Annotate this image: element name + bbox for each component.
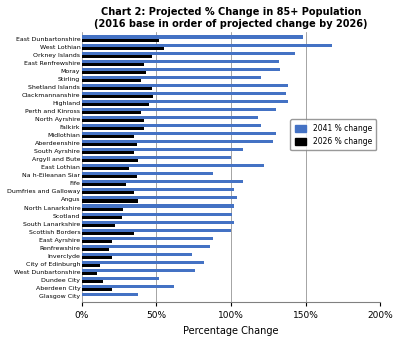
Bar	[82, 140, 273, 143]
Bar	[82, 224, 114, 227]
Bar	[82, 215, 122, 218]
Bar	[82, 68, 280, 71]
Legend: 2041 % change, 2026 % change: 2041 % change, 2026 % change	[290, 119, 376, 150]
Bar	[82, 111, 142, 114]
Bar	[82, 256, 112, 259]
Bar	[82, 63, 144, 66]
Bar	[82, 38, 159, 42]
Bar	[82, 180, 243, 184]
Bar	[82, 164, 264, 167]
Bar	[82, 188, 234, 191]
Bar	[82, 44, 332, 47]
Bar	[82, 55, 152, 58]
Bar	[82, 148, 243, 151]
Bar	[82, 47, 164, 50]
Bar	[82, 35, 302, 38]
Bar	[82, 100, 288, 103]
Bar	[82, 248, 108, 251]
Bar	[82, 127, 144, 130]
Bar	[82, 116, 258, 119]
Bar	[82, 79, 142, 82]
Bar	[82, 213, 232, 215]
Bar	[82, 191, 134, 194]
Bar	[82, 237, 213, 240]
Bar	[82, 264, 100, 267]
Bar	[82, 285, 174, 288]
Bar	[82, 172, 213, 175]
Bar	[82, 272, 97, 275]
Bar	[82, 51, 295, 55]
Bar	[82, 60, 279, 63]
Bar	[82, 228, 231, 232]
Bar	[82, 240, 112, 243]
Bar	[82, 232, 134, 235]
Bar	[82, 135, 134, 138]
Bar	[82, 119, 144, 122]
Bar	[82, 87, 152, 90]
Bar	[82, 124, 261, 127]
Bar	[82, 269, 195, 272]
Bar	[82, 288, 112, 291]
Bar	[82, 108, 276, 111]
Bar	[82, 159, 138, 162]
Bar	[82, 221, 234, 224]
Bar	[82, 261, 204, 264]
Bar	[82, 76, 261, 79]
Bar	[82, 151, 134, 154]
Bar	[82, 245, 210, 248]
Bar	[82, 156, 231, 159]
Bar	[82, 208, 124, 211]
Bar	[82, 280, 103, 283]
Bar	[82, 132, 276, 135]
Title: Chart 2: Projected % Change in 85+ Population
(2016 base in order of projected c: Chart 2: Projected % Change in 85+ Popul…	[94, 7, 368, 28]
Bar	[82, 95, 153, 98]
Bar	[82, 103, 149, 106]
Bar	[82, 184, 126, 187]
Bar	[82, 175, 137, 178]
Bar	[82, 253, 192, 256]
X-axis label: Percentage Change: Percentage Change	[183, 326, 279, 336]
Bar	[82, 293, 138, 296]
Bar	[82, 71, 146, 74]
Bar	[82, 143, 137, 146]
Bar	[82, 204, 234, 208]
Bar	[82, 200, 138, 202]
Bar	[82, 92, 286, 95]
Bar	[82, 84, 288, 87]
Bar	[82, 167, 130, 170]
Bar	[82, 197, 237, 200]
Bar	[82, 277, 159, 280]
